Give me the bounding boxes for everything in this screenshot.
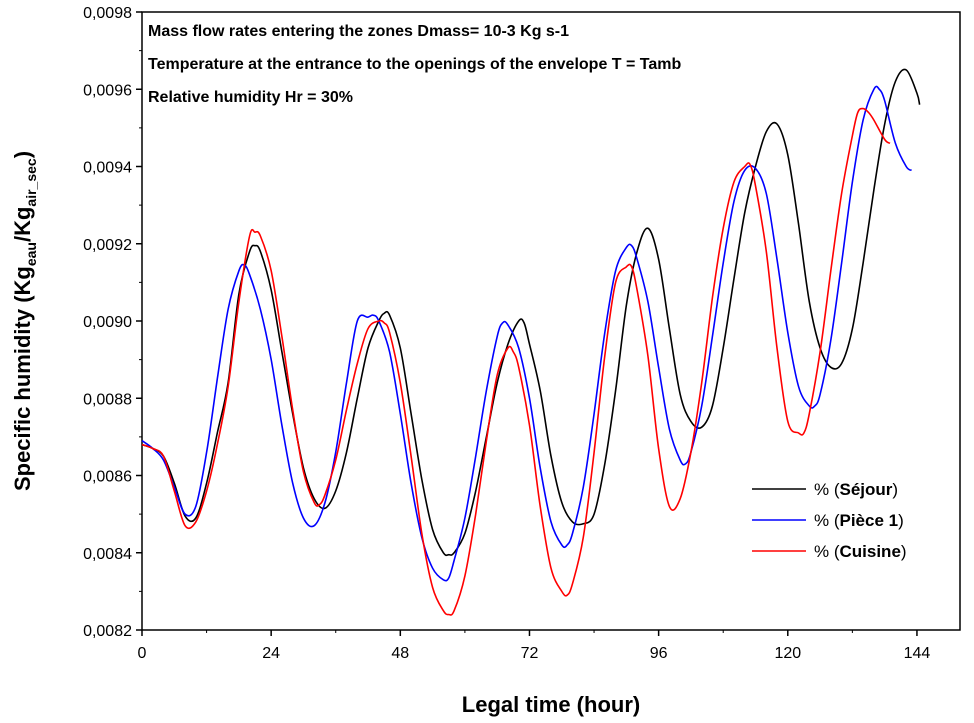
y-tick-label: 0,0088 [83, 391, 132, 408]
y-axis-title-part1: Specific humidity (Kg [10, 266, 35, 491]
legend-label-piece-1: % (Pièce 1) [814, 511, 904, 530]
x-axis-ticks: 0 24 48 72 96 120 144 [138, 630, 931, 662]
annotation-mass-flow: Mass flow rates entering the zones Dmass… [148, 23, 569, 40]
annotation-temperature: Temperature at the entrance to the openi… [148, 56, 682, 73]
y-tick-label: 0,0094 [83, 160, 132, 177]
legend: % (Séjour) % (Pièce 1) % (Cuisine) [752, 480, 907, 561]
legend-label-cuisine: % (Cuisine) [814, 542, 907, 561]
y-tick-label: 0,0086 [83, 469, 132, 486]
y-tick-label: 0,0082 [83, 623, 132, 640]
series-line-sejour [141, 68, 921, 557]
x-tick-label: 48 [391, 645, 409, 662]
series-lines [141, 68, 921, 616]
series-line-piece-1 [141, 85, 913, 582]
y-axis-title-part2: /Kg [10, 207, 35, 242]
y-axis-title-sub2: air_sec [23, 158, 39, 206]
y-axis-ticks: 0,0082 0,0084 0,0086 0,0088 0,0090 0,0092 0,00… [83, 5, 142, 640]
x-tick-label: 144 [904, 645, 931, 662]
y-tick-label: 0,0092 [83, 237, 132, 254]
series-line-cuisine [141, 107, 891, 616]
y-axis-title: Specific humidity (Kgeau/Kgair_sec) [10, 151, 39, 491]
legend-label-sejour: % (Séjour) [814, 480, 898, 499]
x-tick-label: 0 [138, 645, 147, 662]
y-axis-title-part3: ) [10, 151, 35, 158]
y-tick-label: 0,0090 [83, 314, 132, 331]
y-tick-label: 0,0098 [83, 5, 132, 22]
x-axis-title: Legal time (hour) [462, 692, 640, 717]
y-tick-label: 0,0084 [83, 546, 132, 563]
annotation-relative-humidity: Relative humidity Hr = 30% [148, 89, 353, 106]
y-tick-label: 0,0096 [83, 82, 132, 99]
x-tick-label: 96 [650, 645, 668, 662]
x-tick-label: 72 [521, 645, 539, 662]
x-tick-label: 120 [774, 645, 801, 662]
y-axis-title-sub1: eau [23, 242, 39, 266]
x-tick-label: 24 [262, 645, 280, 662]
